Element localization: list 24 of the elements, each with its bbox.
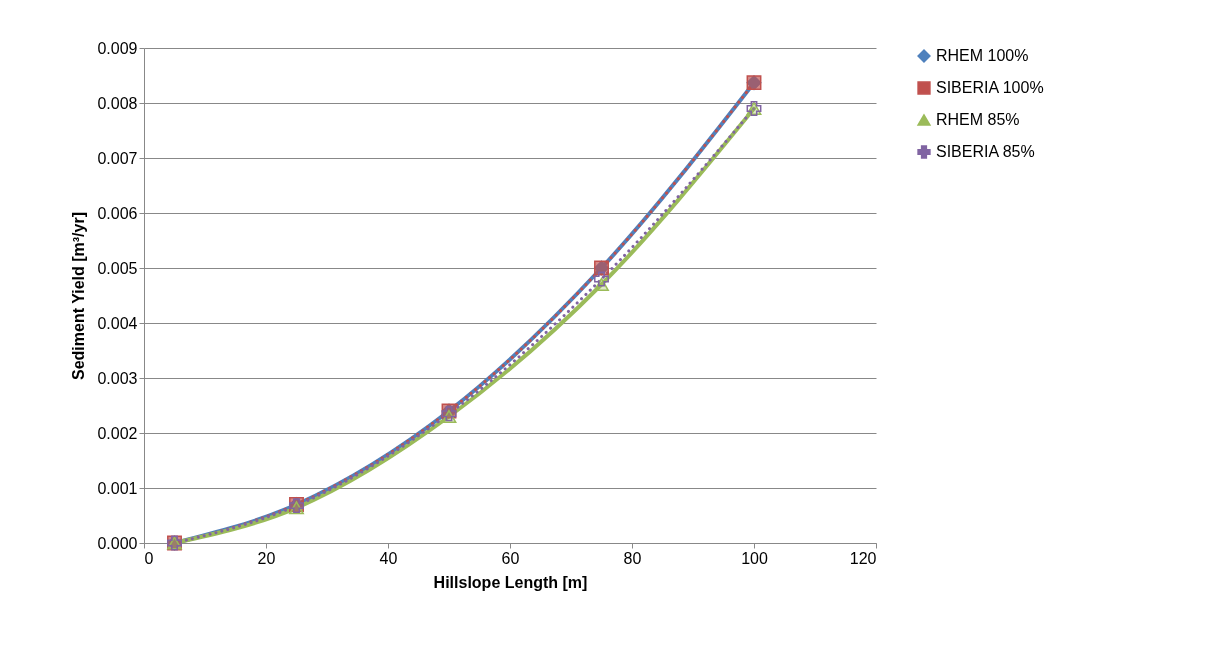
x-tick-label: 40	[379, 549, 398, 567]
y-tick-label: 0.005	[97, 259, 138, 277]
y-tick-label: 0.008	[97, 94, 138, 112]
y-tick-label: 0.006	[97, 204, 138, 222]
y-axis-title: Sediment Yield [m³/yr]	[70, 211, 88, 381]
y-tick-label: 0.001	[97, 479, 138, 497]
legend-label: RHEM 100%	[936, 47, 1029, 64]
x-tick-label: 20	[257, 549, 276, 567]
legend-label: SIBERIA 85%	[936, 143, 1035, 160]
x-tick-label: 120	[849, 549, 877, 567]
legend-label: RHEM 85%	[936, 111, 1020, 128]
x-tick-label: 80	[623, 549, 642, 567]
x-tick-label: 60	[501, 549, 520, 567]
y-tick-label: 0.004	[97, 314, 138, 332]
point	[594, 271, 609, 287]
x-axis-title: Hillslope Length [m]	[433, 573, 588, 591]
y-tick-label: 0.002	[97, 424, 138, 442]
x-tick-label: 0	[144, 549, 154, 567]
legend-label: SIBERIA 100%	[936, 79, 1044, 96]
x-tick-label: 100	[741, 549, 768, 567]
y-tick-label: 0.003	[97, 369, 138, 387]
y-tick-label: 0.009	[97, 39, 138, 57]
y-tick-label: 0.000	[97, 534, 138, 552]
y-tick-label: 0.007	[97, 149, 138, 167]
